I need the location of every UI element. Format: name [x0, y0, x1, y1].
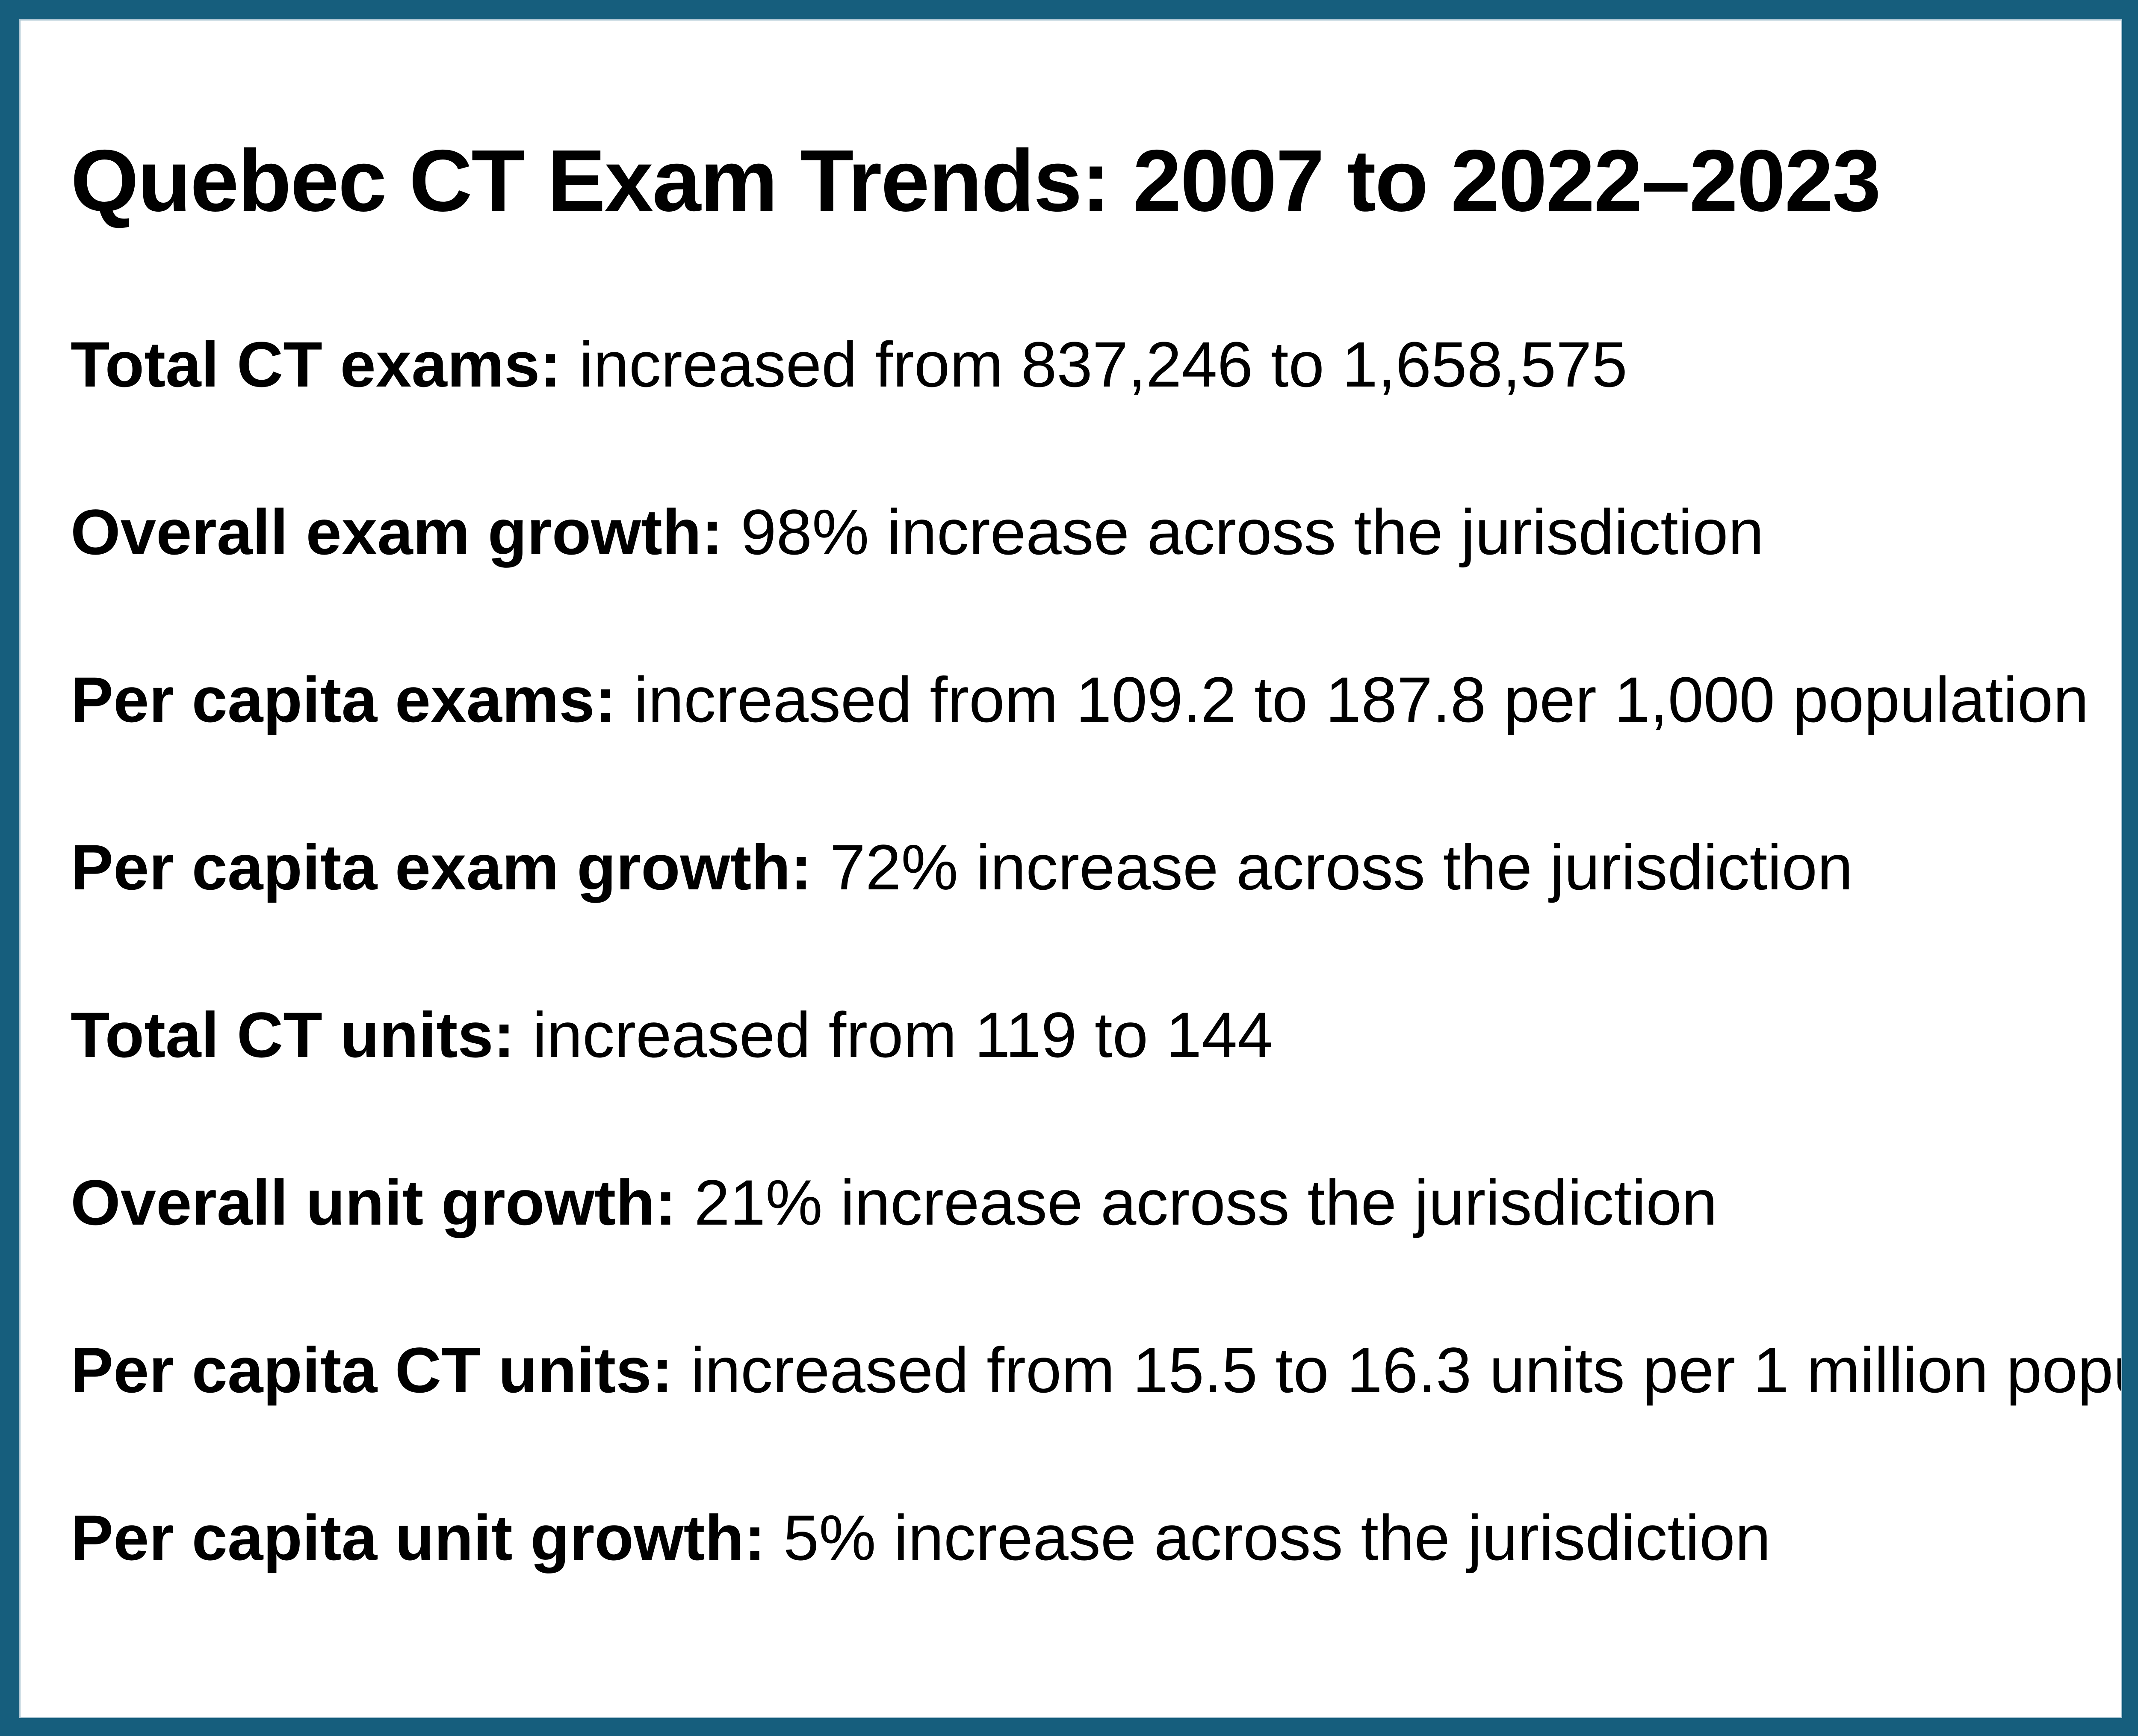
stat-label: Per capita CT units:	[71, 1334, 673, 1406]
stat-line-exam-growth: Overall exam growth: 98% increase across…	[71, 493, 2078, 570]
page-title: Quebec CT Exam Trends: 2007 to 2022–2023	[71, 132, 1881, 230]
stat-line-per-capita-exam-growth: Per capita exam growth: 72% increase acr…	[71, 829, 2078, 906]
stat-line-per-capita-exams: Per capita exams: increased from 109.2 t…	[71, 661, 2089, 738]
stat-value: increased from 119 to 144	[532, 999, 1273, 1071]
stat-line-per-capita-unit-growth: Per capita unit growth: 5% increase acro…	[71, 1499, 2078, 1576]
stat-label: Overall exam growth:	[71, 496, 723, 568]
stat-label: Total CT units:	[71, 999, 515, 1071]
stat-label: Total CT exams:	[71, 328, 561, 400]
stat-value: increased from 15.5 to 16.3 units per 1 …	[691, 1334, 2121, 1406]
stat-value: 72% increase across the jurisdiction	[830, 831, 1853, 903]
stat-line-total-units: Total CT units: increased from 119 to 14…	[71, 996, 2078, 1073]
stat-value: increased from 837,246 to 1,658,575	[579, 328, 1627, 400]
stat-line-per-capita-units: Per capita CT units: increased from 15.5…	[71, 1332, 2121, 1408]
stat-label: Overall unit growth:	[71, 1166, 676, 1238]
stat-value: 5% increase across the jurisdiction	[783, 1502, 1771, 1574]
stat-line-total-exams: Total CT exams: increased from 837,246 t…	[71, 326, 2078, 403]
stat-label: Per capita unit growth:	[71, 1502, 766, 1574]
stat-value: increased from 109.2 to 187.8 per 1,000 …	[634, 664, 2089, 735]
stat-value: 21% increase across the jurisdiction	[694, 1166, 1718, 1238]
stat-line-unit-growth: Overall unit growth: 21% increase across…	[71, 1164, 2078, 1241]
summary-card: Quebec CT Exam Trends: 2007 to 2022–2023…	[19, 19, 2122, 1718]
stat-label: Per capita exams:	[71, 664, 616, 735]
stat-label: Per capita exam growth:	[71, 831, 812, 903]
stat-value: 98% increase across the jurisdiction	[741, 496, 1764, 568]
